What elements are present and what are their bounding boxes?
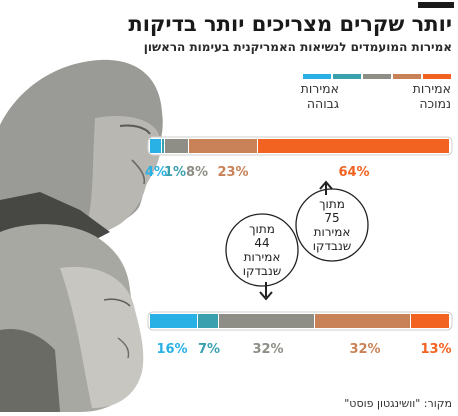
trump-count-text-line2: 75: [324, 211, 339, 225]
bar-segment-clinton-1: [198, 314, 218, 328]
legend-swatch: [303, 74, 331, 79]
legend-swatch: [363, 74, 391, 79]
data-label-trump-3: 23%: [217, 165, 248, 180]
data-label-clinton-4: 13%: [420, 342, 451, 357]
bar-segment-clinton-2: [219, 314, 314, 328]
bar-segment-trump-3: [189, 139, 257, 153]
data-label-trump-2: 8%: [186, 165, 208, 180]
bar-segment-clinton-3: [315, 314, 410, 328]
data-label-clinton-0: 16%: [156, 342, 187, 357]
chart-subtitle: אמירות המועמדים לנשיאות האמריקנית בעימות…: [143, 40, 452, 54]
legend-high-label-line2: גבוהה: [307, 96, 339, 111]
clinton-count-circle: [225, 213, 299, 287]
bar-segment-trump-1: [162, 139, 164, 153]
data-label-trump-4: 64%: [338, 165, 369, 180]
legend-high-label-line1: אמירות: [301, 81, 339, 96]
data-label-trump-1: 1%: [164, 165, 186, 180]
data-label-clinton-1: 7%: [198, 342, 220, 357]
clinton-count-text-line4: שנבדקו: [243, 264, 282, 278]
data-label-clinton-2: 32%: [252, 342, 283, 357]
trump-count-text-line3: אמירות: [314, 225, 351, 239]
bar-segment-trump-0: [150, 139, 161, 153]
clinton-portrait: [0, 224, 144, 412]
data-label-clinton-3: 32%: [349, 342, 380, 357]
legend-low-label-line1: אמירות: [413, 81, 451, 96]
bar-segment-trump-2: [165, 139, 188, 153]
source-credit: מקור: "וושינגטון פוסט": [344, 397, 452, 410]
clinton-arrow-head: [259, 291, 273, 301]
data-labels-layer: 4%1% 8% 23% 64% 16% 7% 32% 32% 13%: [145, 165, 452, 357]
legend-low-label-line2: נמוכה: [419, 96, 451, 111]
bar-segment-clinton-4: [411, 314, 449, 328]
legend-swatch: [423, 74, 451, 79]
bar-segment-clinton-0: [150, 314, 197, 328]
legend-swatch: [393, 74, 421, 79]
trump-arrow-head: [319, 180, 333, 190]
clinton-count-text-line1: מתוך: [249, 222, 275, 236]
chart-title: יותר שקרים מצריכים יותר בדיקות: [128, 12, 452, 36]
bars-layer: [147, 136, 453, 331]
trump-count-text-line4: שנבדקו: [313, 239, 352, 253]
title-accent-bar: [418, 2, 454, 8]
bar-segment-trump-4: [258, 139, 449, 153]
clinton-count-text-line2: 44: [254, 236, 269, 250]
trump-count-text-line1: מתוך: [319, 197, 345, 211]
data-label-trump-0: 4%: [145, 165, 167, 180]
clinton-count-text-line3: אמירות: [244, 250, 281, 264]
portraits-layer: [0, 59, 163, 412]
legend-swatch: [333, 74, 361, 79]
